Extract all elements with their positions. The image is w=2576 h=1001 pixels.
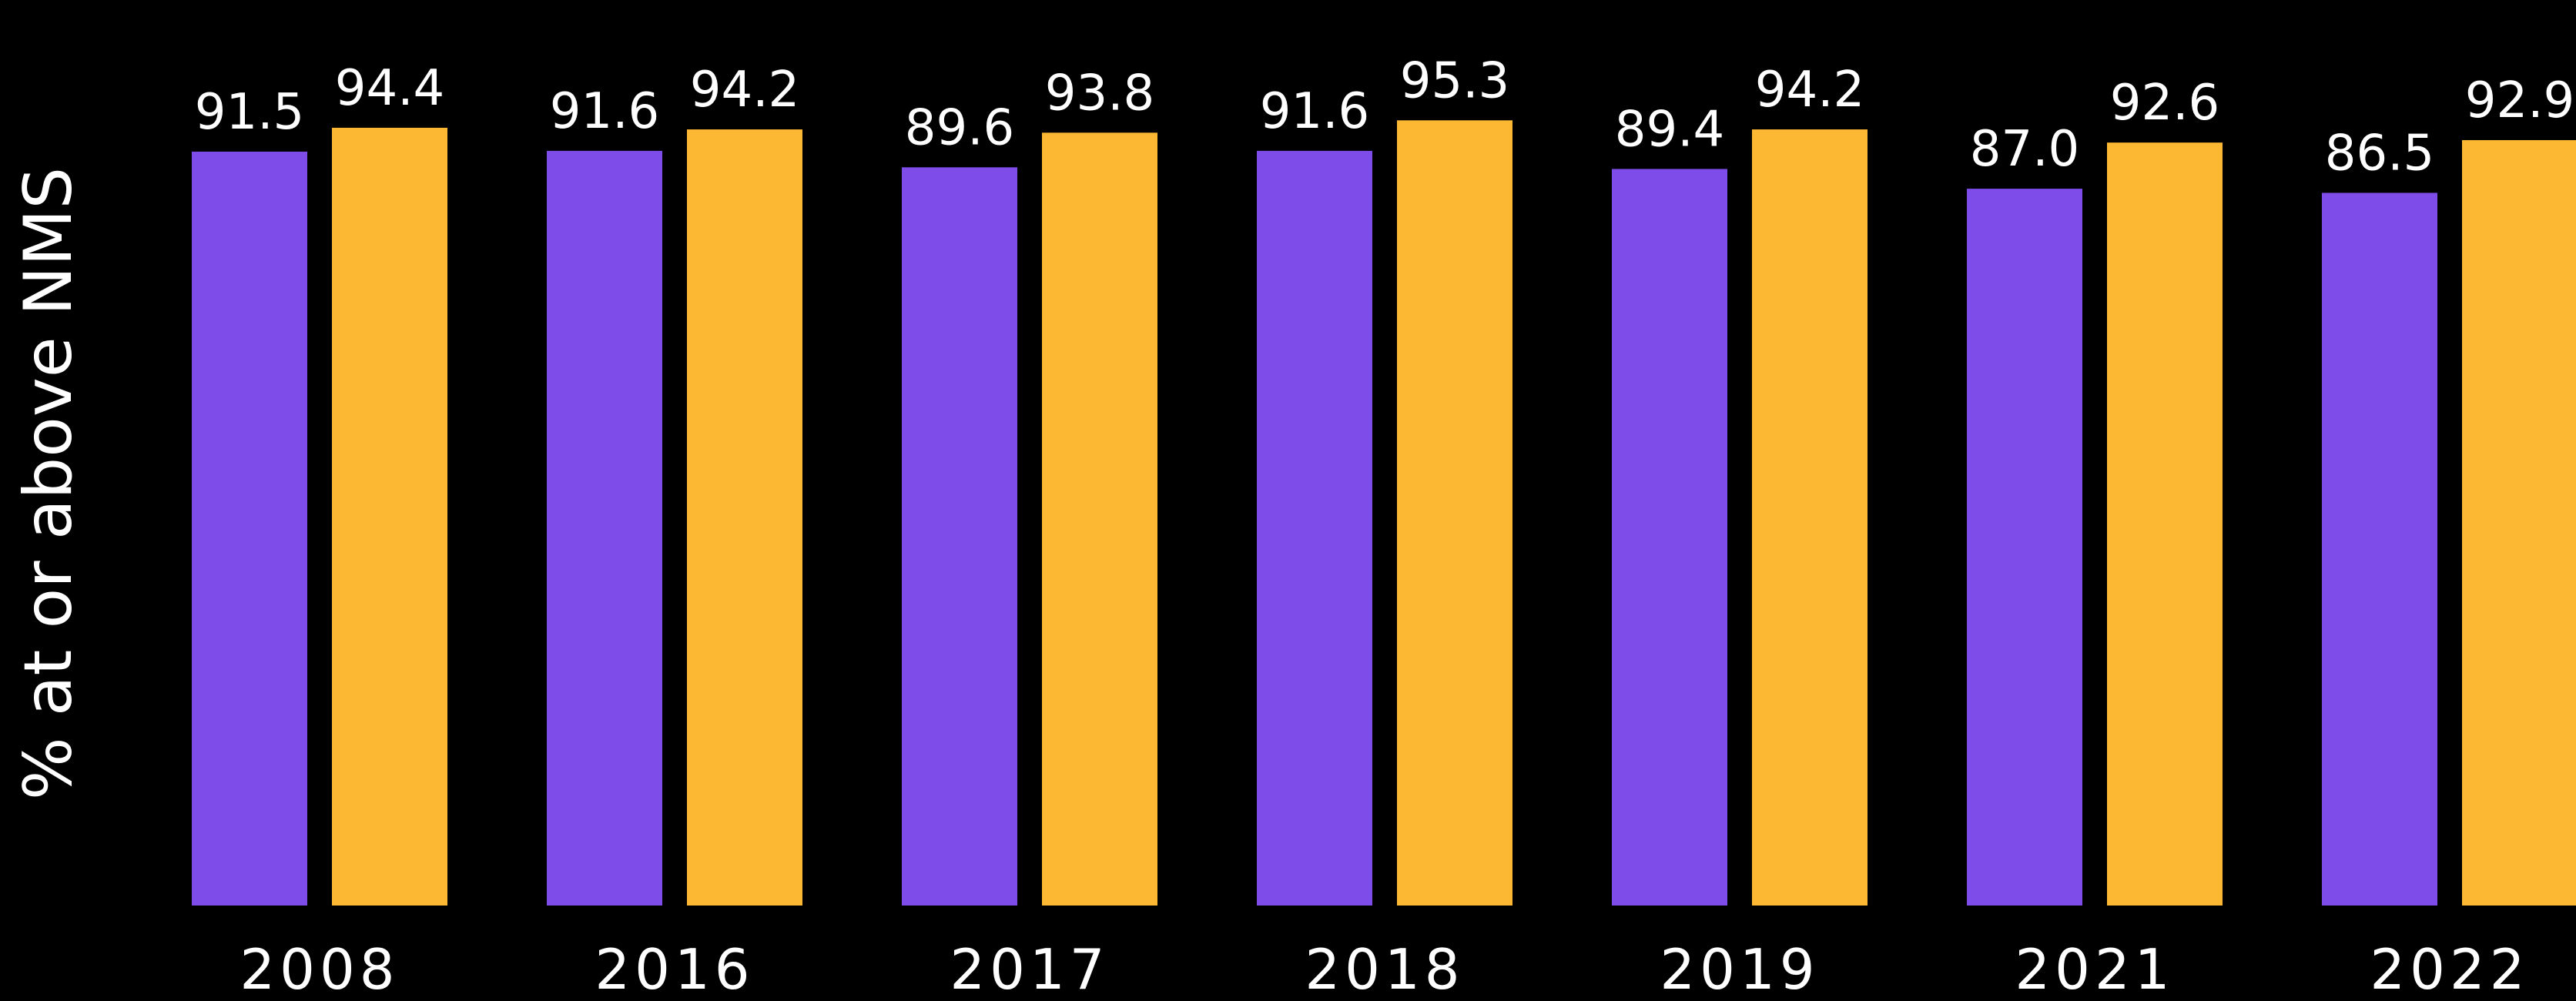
data-label-2008-series-2: 94.4 xyxy=(335,60,445,117)
bar-2018-series-2 xyxy=(1397,120,1512,906)
data-labels-group: 91.5 94.4 91.6 94.2 89.6 93.8 91.6 95.3 89.4 94.2… xyxy=(195,52,2575,182)
y-axis-label: % at or above NMS xyxy=(10,167,87,800)
data-label-2018-series-1: 91.6 xyxy=(1260,83,1370,140)
x-tick-label-2021: 2021 xyxy=(2015,937,2174,1001)
plot-area: 91.5 94.4 91.6 94.2 89.6 93.8 91.6 95.3 89.4 94.2… xyxy=(192,52,2576,1001)
data-label-2021-series-2: 92.6 xyxy=(2110,75,2220,132)
bars-group xyxy=(192,120,2576,906)
bar-2022-series-2 xyxy=(2462,139,2576,906)
bar-2016-series-1 xyxy=(547,150,662,906)
x-tick-labels-group: 2008 2016 2017 2018 2019 2021 2022 xyxy=(240,937,2529,1001)
bar-2021-series-1 xyxy=(1967,189,2082,906)
data-label-2017-series-1: 89.6 xyxy=(905,99,1015,156)
data-label-2008-series-1: 91.5 xyxy=(195,84,305,141)
bar-2021-series-2 xyxy=(2107,142,2223,906)
bar-2017-series-2 xyxy=(1042,132,1157,906)
data-label-2022-series-1: 86.5 xyxy=(2325,125,2435,182)
x-tick-label-2019: 2019 xyxy=(1660,937,1819,1001)
bar-2008-series-2 xyxy=(332,127,447,906)
data-label-2019-series-1: 89.4 xyxy=(1615,101,1725,158)
bar-2017-series-1 xyxy=(902,167,1017,906)
x-tick-label-2008: 2008 xyxy=(240,937,399,1001)
data-label-2021-series-1: 87.0 xyxy=(1970,121,2080,178)
x-tick-label-2022: 2022 xyxy=(2370,937,2529,1001)
data-label-2019-series-2: 94.2 xyxy=(1755,62,1865,119)
bar-2022-series-1 xyxy=(2322,192,2437,906)
x-tick-label-2017: 2017 xyxy=(950,937,1109,1001)
x-tick-label-2018: 2018 xyxy=(1305,937,1464,1001)
bar-2019-series-2 xyxy=(1752,129,1868,906)
data-label-2018-series-2: 95.3 xyxy=(1400,52,1510,109)
x-tick-label-2016: 2016 xyxy=(595,937,754,1001)
bar-2018-series-1 xyxy=(1257,150,1372,906)
data-label-2016-series-1: 91.6 xyxy=(550,83,660,140)
bar-2016-series-2 xyxy=(687,129,802,906)
bar-2008-series-1 xyxy=(192,151,307,906)
data-label-2022-series-2: 92.9 xyxy=(2465,72,2575,129)
data-label-2016-series-2: 94.2 xyxy=(690,62,800,119)
data-label-2017-series-2: 93.8 xyxy=(1045,65,1155,122)
bar-2019-series-1 xyxy=(1612,169,1727,906)
